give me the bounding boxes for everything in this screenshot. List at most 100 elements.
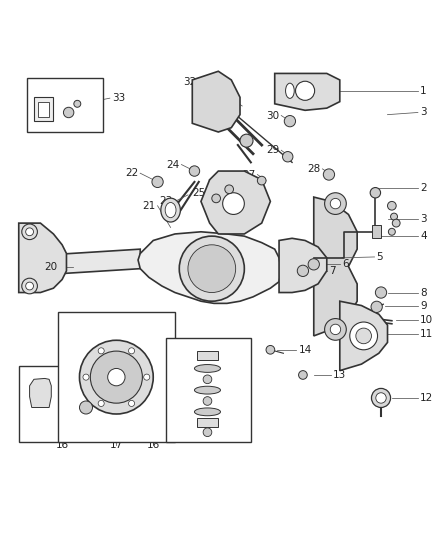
- Circle shape: [98, 400, 104, 407]
- Bar: [372, 225, 381, 238]
- Text: 9: 9: [420, 301, 427, 311]
- Circle shape: [189, 166, 200, 176]
- Text: 31: 31: [218, 95, 231, 106]
- Circle shape: [203, 428, 212, 437]
- Circle shape: [225, 185, 233, 193]
- Circle shape: [79, 401, 92, 414]
- Circle shape: [375, 287, 387, 298]
- Polygon shape: [36, 249, 140, 275]
- Circle shape: [179, 236, 244, 301]
- Circle shape: [371, 389, 391, 408]
- Circle shape: [79, 340, 153, 414]
- Ellipse shape: [286, 83, 294, 99]
- Circle shape: [98, 348, 104, 354]
- Bar: [34, 98, 53, 121]
- Circle shape: [297, 265, 308, 277]
- Text: 15: 15: [148, 398, 162, 408]
- Text: 16: 16: [147, 440, 160, 450]
- Text: 7: 7: [329, 266, 336, 276]
- Circle shape: [26, 282, 33, 290]
- Polygon shape: [279, 238, 327, 293]
- Text: 27: 27: [242, 169, 255, 180]
- Polygon shape: [275, 74, 340, 110]
- Circle shape: [284, 116, 296, 127]
- Text: 13: 13: [333, 370, 346, 380]
- Circle shape: [308, 259, 319, 270]
- Circle shape: [144, 374, 150, 380]
- Circle shape: [64, 107, 74, 118]
- PathPatch shape: [138, 232, 281, 303]
- Bar: [197, 418, 218, 427]
- Text: 25: 25: [192, 188, 205, 198]
- Text: 32: 32: [184, 77, 197, 87]
- Text: 33: 33: [112, 93, 125, 103]
- Circle shape: [108, 368, 125, 386]
- Circle shape: [391, 213, 398, 220]
- Circle shape: [330, 198, 341, 209]
- Ellipse shape: [194, 408, 220, 416]
- Circle shape: [325, 193, 346, 214]
- Circle shape: [188, 245, 236, 293]
- Circle shape: [26, 228, 33, 236]
- Text: 3: 3: [420, 214, 427, 224]
- Text: 30: 30: [266, 110, 279, 120]
- Ellipse shape: [165, 203, 176, 217]
- Circle shape: [299, 370, 307, 379]
- Circle shape: [22, 224, 37, 240]
- Bar: [197, 351, 218, 360]
- Text: 21: 21: [142, 201, 155, 211]
- Circle shape: [212, 194, 220, 203]
- Text: 23: 23: [159, 197, 173, 206]
- Text: 20: 20: [45, 262, 58, 271]
- Text: 5: 5: [377, 252, 383, 262]
- Text: 4: 4: [420, 231, 427, 241]
- FancyBboxPatch shape: [58, 312, 175, 442]
- Ellipse shape: [161, 198, 180, 222]
- Polygon shape: [192, 71, 240, 132]
- Polygon shape: [201, 171, 270, 234]
- Text: 2: 2: [420, 183, 427, 193]
- Polygon shape: [19, 223, 67, 293]
- Circle shape: [370, 188, 381, 198]
- Text: 6: 6: [342, 260, 349, 269]
- Circle shape: [350, 322, 378, 350]
- Circle shape: [83, 374, 89, 380]
- Circle shape: [152, 176, 163, 188]
- Text: 26: 26: [207, 179, 220, 189]
- Ellipse shape: [194, 365, 220, 373]
- Circle shape: [283, 151, 293, 162]
- Text: 10: 10: [420, 315, 433, 325]
- Circle shape: [389, 228, 396, 235]
- FancyBboxPatch shape: [19, 366, 62, 442]
- Circle shape: [22, 278, 37, 294]
- Ellipse shape: [194, 386, 220, 394]
- Circle shape: [128, 348, 134, 354]
- Text: R: R: [37, 381, 44, 390]
- FancyBboxPatch shape: [28, 78, 103, 132]
- Circle shape: [90, 351, 142, 403]
- Bar: [38, 102, 49, 117]
- Circle shape: [266, 345, 275, 354]
- Text: V: V: [37, 397, 44, 406]
- Circle shape: [296, 81, 314, 100]
- Circle shape: [258, 176, 266, 185]
- Circle shape: [376, 393, 386, 403]
- Circle shape: [240, 134, 253, 147]
- Text: 12: 12: [420, 393, 433, 403]
- Circle shape: [203, 375, 212, 384]
- Text: 11: 11: [420, 329, 433, 339]
- Circle shape: [371, 301, 382, 312]
- Circle shape: [330, 324, 341, 335]
- Polygon shape: [30, 378, 51, 408]
- Circle shape: [392, 219, 400, 227]
- Text: 14: 14: [299, 345, 312, 355]
- Text: 24: 24: [166, 159, 179, 169]
- Text: 29: 29: [266, 145, 279, 155]
- Text: 28: 28: [307, 164, 320, 174]
- Circle shape: [128, 400, 134, 407]
- Text: 19: 19: [99, 318, 112, 328]
- Polygon shape: [314, 197, 357, 336]
- Circle shape: [323, 169, 335, 180]
- Text: 3: 3: [420, 108, 427, 117]
- Text: T: T: [37, 389, 43, 398]
